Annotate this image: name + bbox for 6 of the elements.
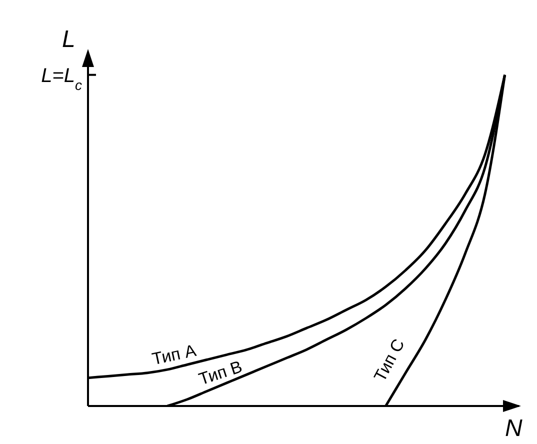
text: L=L$_{c}$: [41, 64, 82, 93]
x-axis-title: N: [505, 415, 523, 442]
y-axis-title: L: [62, 26, 76, 53]
text: Тип A: [150, 340, 198, 369]
text: Тип B: [196, 357, 245, 389]
text: Тип C: [370, 336, 408, 385]
